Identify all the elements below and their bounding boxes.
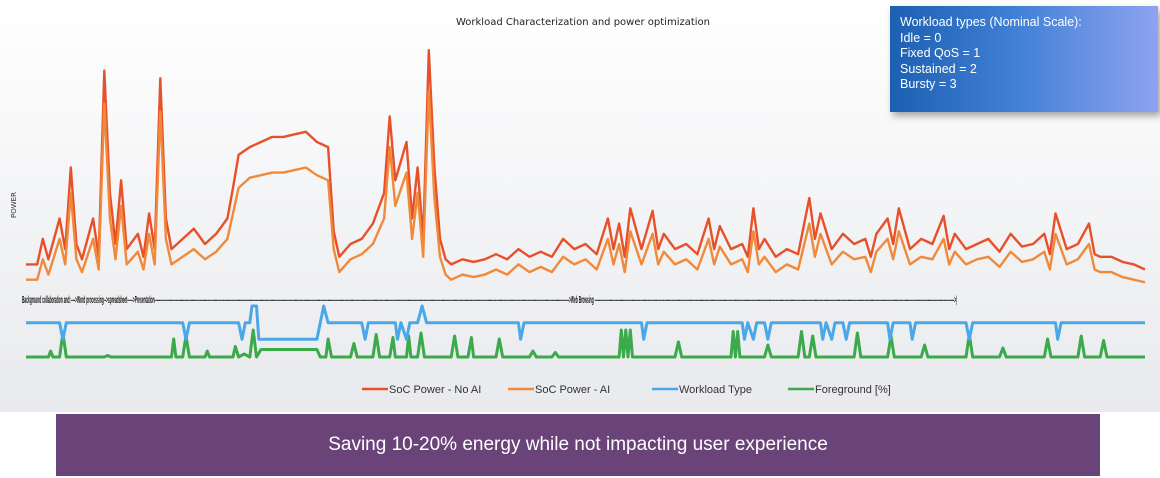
info-box-item-idle: Idle = 0 [900, 30, 942, 45]
workload-types-info-box: Workload types (Nominal Scale): Idle = 0… [890, 6, 1158, 112]
soc-power-ai-line [26, 89, 1146, 284]
info-box-item-sustained: Sustained = 2 [900, 61, 977, 76]
y-axis-label: POWER [10, 192, 18, 218]
legend: SoC Power - No AI SoC Power - AI Workload … [362, 384, 891, 396]
workload-type-line [26, 304, 1145, 341]
info-box-item-bursty: Bursty = 3 [900, 77, 957, 91]
foreground-line [26, 328, 1145, 359]
energy-saving-banner: Saving 10-20% energy while not impacting… [56, 414, 1100, 476]
chart-title: Workload Characterization and power opti… [456, 17, 710, 28]
legend-label: Workload Type [679, 384, 752, 396]
legend-label: SoC Power - No AI [389, 384, 481, 396]
banner-text: Saving 10-20% energy while not impacting… [328, 434, 828, 455]
soc-power-no-ai-line [26, 49, 1146, 271]
legend-item-foreground: Foreground [%] [788, 384, 891, 396]
workload-sequence-label: Background collaboration and:---->Word p… [22, 295, 957, 306]
legend-item-soc-power-ai: SoC Power - AI [508, 384, 610, 396]
legend-label: Foreground [%] [815, 384, 891, 396]
info-box-item-fixed-qos: Fixed QoS = 1 [900, 46, 981, 60]
legend-item-soc-power-no-ai: SoC Power - No AI [362, 384, 481, 396]
legend-item-workload-type: Workload Type [652, 384, 752, 396]
workload-series-group [26, 304, 1145, 359]
info-box-title: Workload types (Nominal Scale): [900, 15, 1082, 29]
power-series-group [26, 49, 1146, 284]
workload-power-chart: Workload Characterization and power opti… [10, 17, 1146, 396]
legend-label: SoC Power - AI [535, 384, 610, 396]
